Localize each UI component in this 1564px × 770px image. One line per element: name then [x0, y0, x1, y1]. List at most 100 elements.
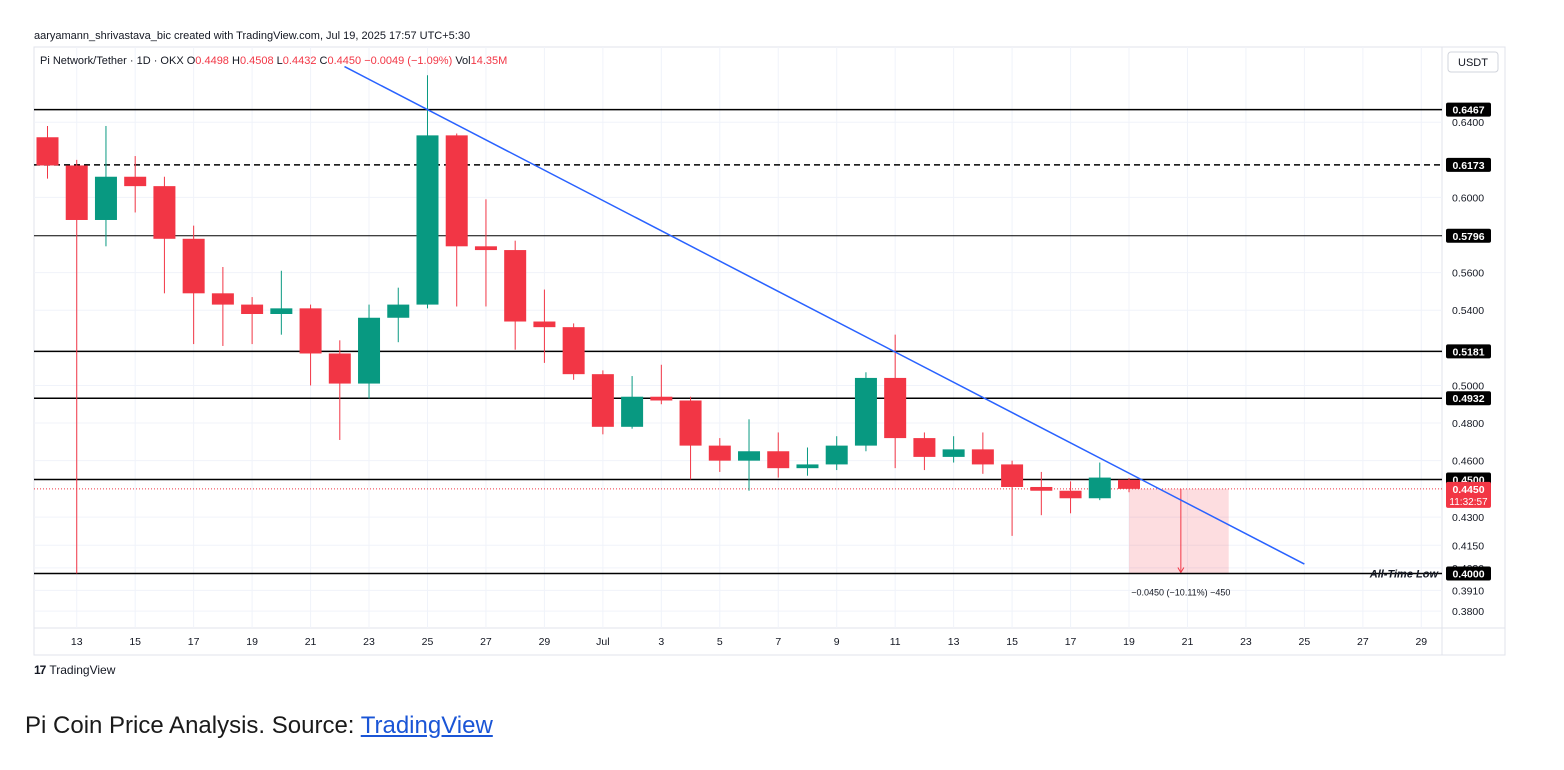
- candle-body: [36, 137, 59, 166]
- candle-body: [942, 449, 965, 457]
- candle-body: [474, 246, 497, 251]
- level-price-tag: [1446, 566, 1491, 581]
- currency-label: USDT: [1458, 57, 1488, 69]
- candle-body: [124, 176, 147, 187]
- y-tick-label: 0.4150: [1452, 540, 1484, 552]
- candle-body: [211, 293, 234, 305]
- measure-arrow-head: [1177, 567, 1185, 574]
- trendline: [344, 65, 1305, 565]
- x-tick-label: 13: [948, 636, 960, 648]
- candle-body: [591, 374, 614, 427]
- chart-watermark: aaryamann_shrivastava_bic created with T…: [34, 30, 471, 42]
- x-tick-label: 23: [363, 636, 375, 648]
- candle-body: [241, 304, 264, 314]
- x-tick-label: 23: [1240, 636, 1252, 648]
- volume-label: Vol: [455, 55, 471, 67]
- level-price-tag: [1446, 344, 1491, 359]
- image-caption: Pi Coin Price Analysis. Source: TradingV…: [25, 712, 493, 740]
- x-tick-label: 15: [129, 636, 141, 648]
- x-tick-label: 21: [1182, 636, 1194, 648]
- level-price-label: 0.6467: [1452, 105, 1484, 117]
- candle-body: [504, 250, 527, 322]
- high-value: 0.4508: [239, 55, 274, 67]
- tradingview-logo-icon: 17: [34, 663, 46, 677]
- candle-body: [971, 449, 994, 465]
- low-label: L: [276, 55, 283, 67]
- close-label: C: [319, 55, 328, 67]
- ohlc-legend: Pi Network/Tether · 1D · OKX O0.4498 H0.…: [40, 55, 507, 67]
- x-tick-label: 11: [890, 636, 901, 648]
- candles: [36, 75, 1141, 574]
- current-price-label: 0.4450: [1452, 484, 1484, 496]
- level-price-label: 0.4932: [1452, 393, 1484, 405]
- candle-body: [65, 165, 88, 220]
- candle-body: [738, 451, 761, 461]
- candle-body: [825, 445, 848, 465]
- level-price-tag: [1446, 157, 1491, 172]
- candle-body: [94, 176, 117, 220]
- change-value: −0.0049 (−1.09%): [364, 55, 453, 67]
- measure-label: −0.0450 (−10.11%) −450: [1131, 587, 1230, 597]
- x-tick-label: 29: [539, 636, 551, 648]
- y-tick-label: 0.6000: [1452, 192, 1484, 204]
- x-tick-label: 19: [246, 636, 258, 648]
- x-tick-label: 29: [1415, 636, 1427, 648]
- tradingview-brand[interactable]: 17 TradingView: [34, 663, 115, 677]
- symbol-label[interactable]: Pi Network/Tether · 1D · OKX: [40, 55, 184, 67]
- candlestick-chart[interactable]: USDT 0.6400 0.6000 0.5600 0.5400 0.5000 0.4800…: [0, 0, 1564, 700]
- y-tick-label: 0.5600: [1452, 268, 1484, 280]
- y-tick-label: 0.3910: [1452, 585, 1484, 597]
- x-tick-label: 3: [658, 636, 664, 648]
- candle-body: [533, 321, 556, 328]
- x-tick-label: 17: [1065, 636, 1077, 648]
- candle-body: [679, 400, 702, 446]
- x-tick-label: 25: [1299, 636, 1311, 648]
- candle-body: [445, 135, 468, 247]
- measure-box: [1129, 488, 1229, 574]
- candle-body: [708, 445, 731, 461]
- x-tick-label: 7: [775, 636, 781, 648]
- tradingview-brand-label: TradingView: [49, 663, 116, 677]
- high-label: H: [232, 55, 240, 67]
- candle-body: [182, 238, 205, 294]
- candle-body: [621, 396, 644, 427]
- x-tick-label: 9: [834, 636, 840, 648]
- volume-value: 14.35M: [470, 55, 508, 67]
- x-tick-label: 27: [480, 636, 492, 648]
- candle-body: [387, 304, 410, 318]
- candle-body: [299, 308, 322, 354]
- x-tick-label: 25: [422, 636, 434, 648]
- close-value: 0.4450: [327, 55, 362, 67]
- y-tick-label: 0.5400: [1452, 305, 1484, 317]
- candle-body: [562, 327, 585, 375]
- x-tick-label: 13: [71, 636, 83, 648]
- y-tick-label: 0.3800: [1452, 606, 1484, 618]
- candle-body: [796, 464, 819, 469]
- candle-body: [270, 308, 293, 314]
- currency-box: [1447, 51, 1499, 73]
- candle-body: [913, 438, 936, 457]
- level-price-label: 0.4000: [1452, 568, 1484, 580]
- candle-body: [416, 135, 439, 305]
- level-price-tag: [1446, 228, 1491, 243]
- x-tick-label: 17: [188, 636, 200, 648]
- caption-source-link[interactable]: TradingView: [360, 712, 493, 739]
- candle-body: [884, 377, 907, 439]
- candle-body: [767, 451, 790, 469]
- candle-body: [650, 396, 673, 401]
- candle-body: [1118, 479, 1141, 489]
- level-price-tag: [1446, 102, 1491, 117]
- candle-body: [1001, 464, 1024, 487]
- x-tick-label: 19: [1123, 636, 1135, 648]
- x-tick-label: 5: [717, 636, 723, 648]
- open-value: 0.4498: [195, 55, 229, 67]
- level-price-label: 0.6173: [1452, 160, 1484, 172]
- low-value: 0.4432: [282, 55, 317, 67]
- y-tick-label: 0.4800: [1452, 418, 1484, 430]
- level-annotation: All-Time Low: [1369, 568, 1440, 580]
- y-tick-label: 0.4600: [1452, 456, 1484, 468]
- candle-body: [358, 317, 381, 384]
- candle-body: [1059, 490, 1082, 499]
- open-label: O: [186, 55, 196, 67]
- y-tick-label: 0.5000: [1452, 380, 1484, 392]
